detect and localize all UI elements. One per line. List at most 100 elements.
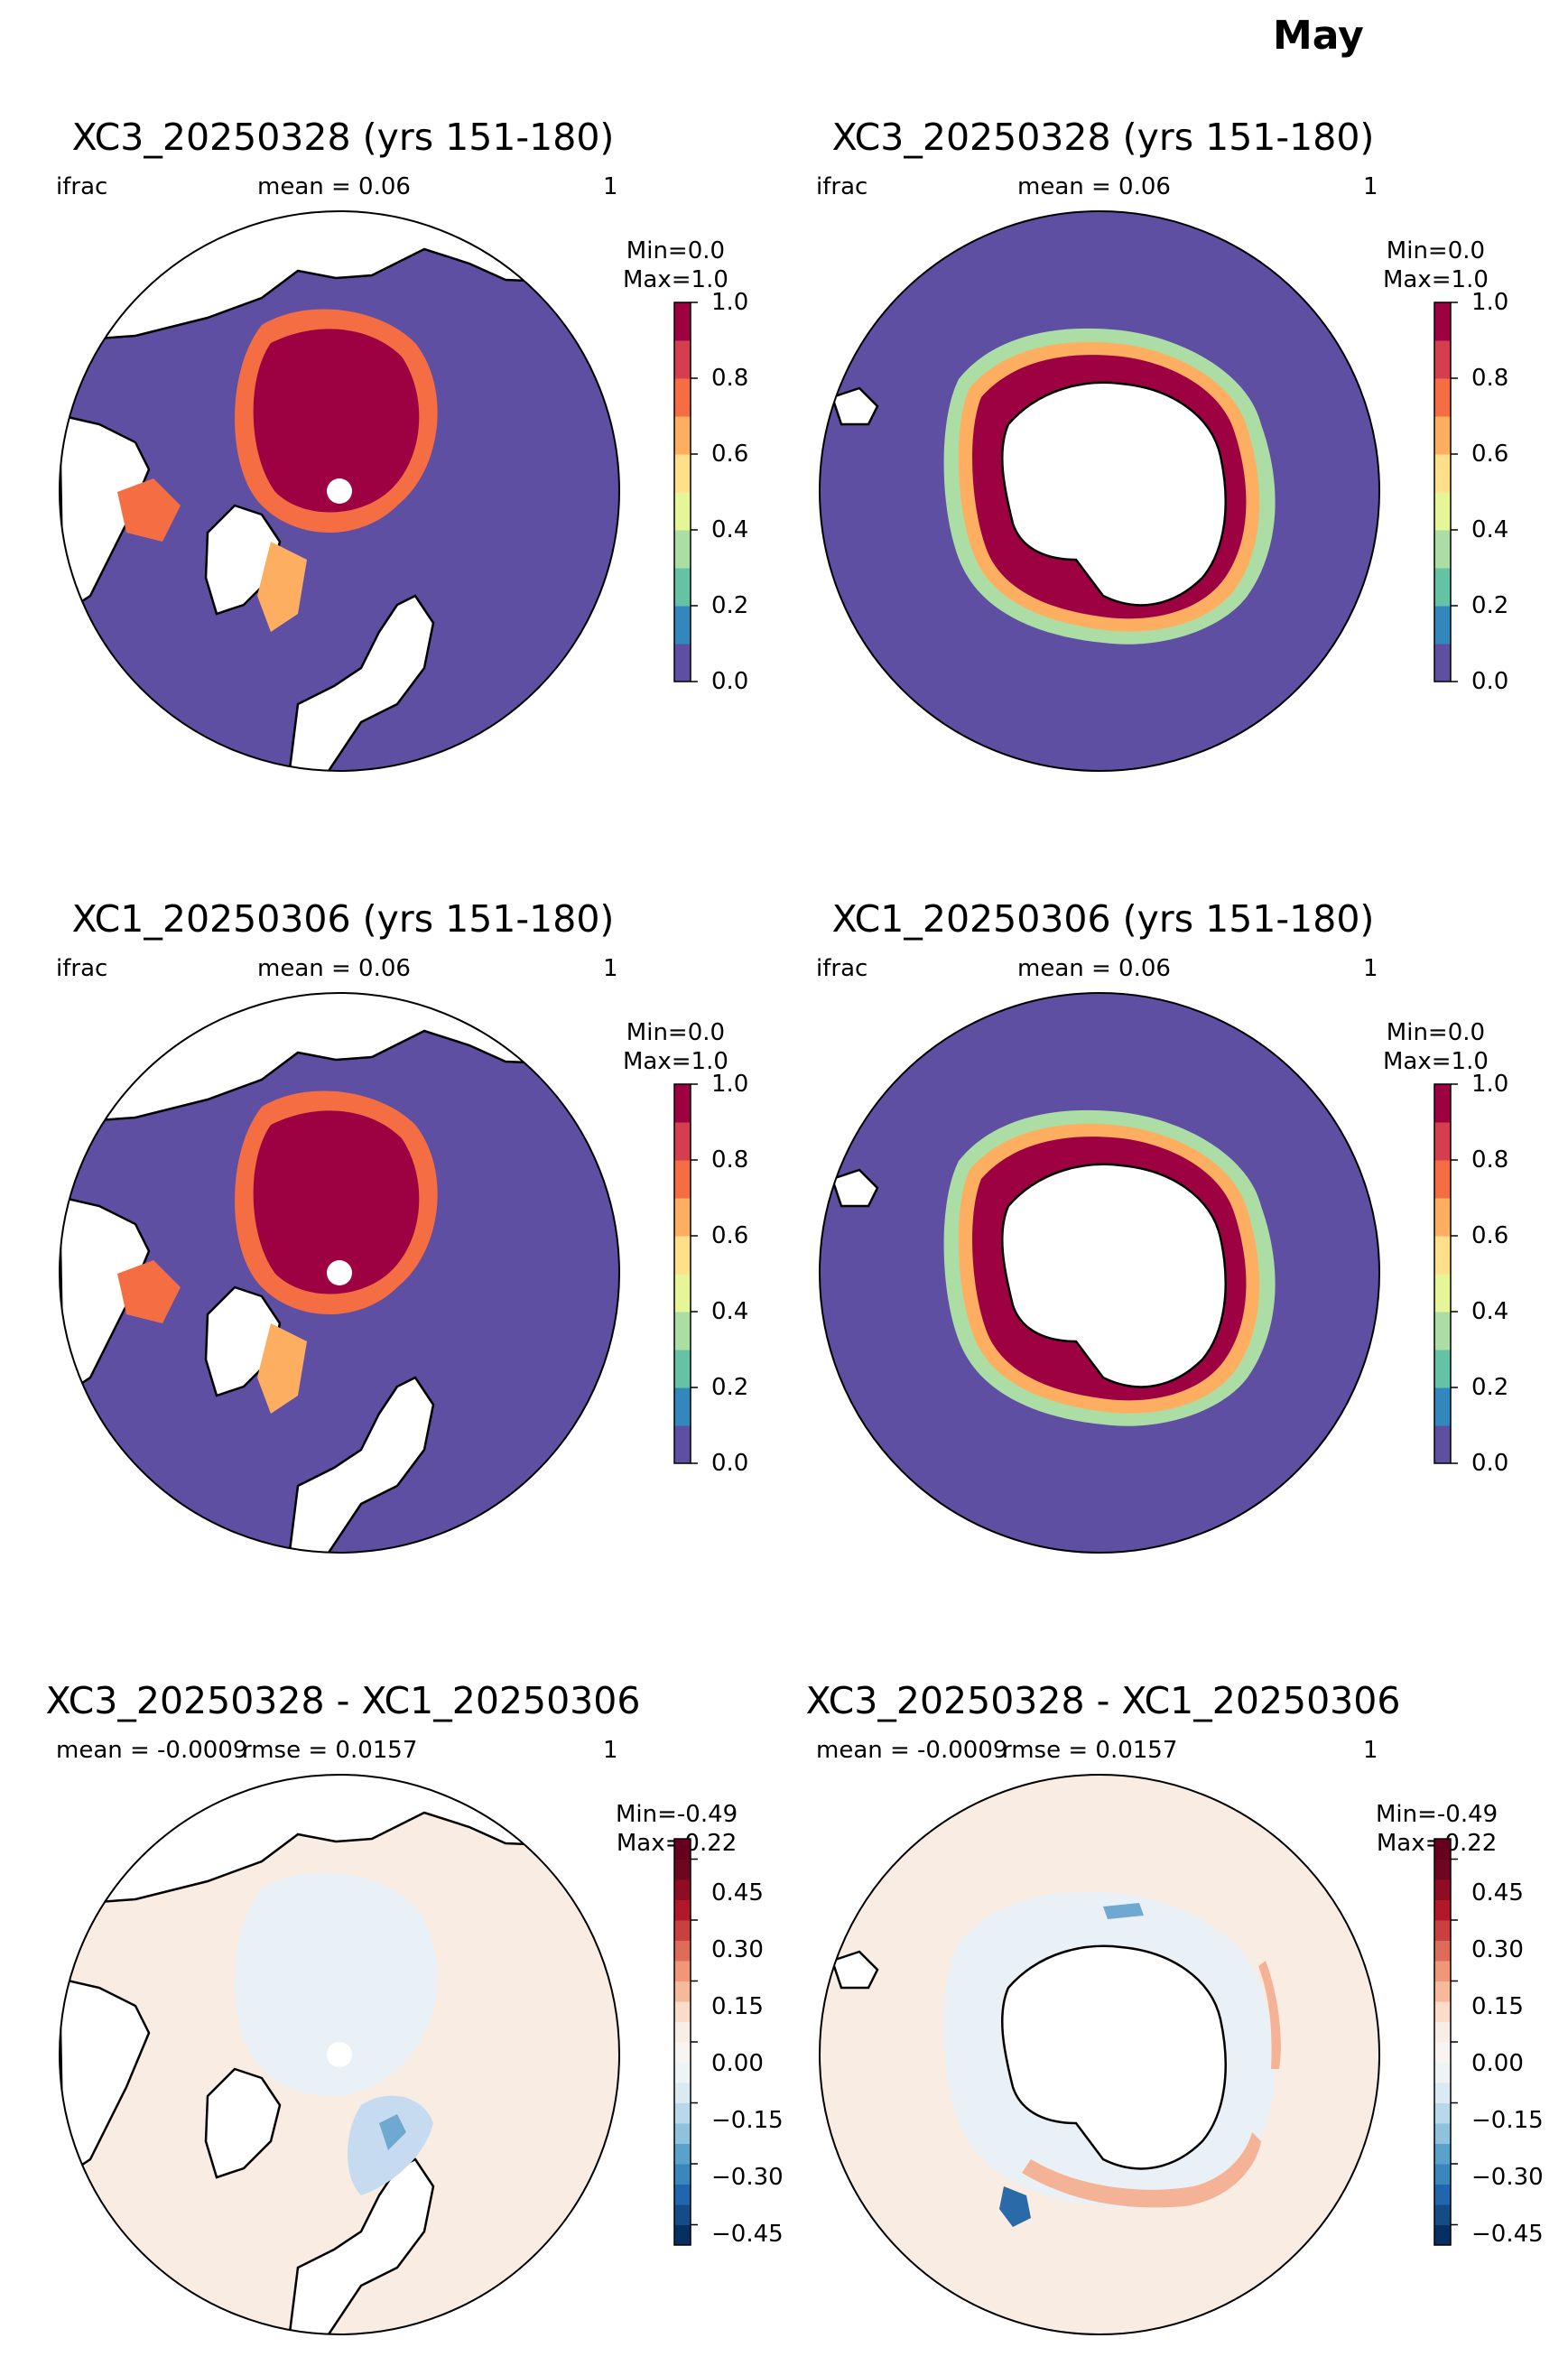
colorbar-title: Min=0.0 Max=1.0 [1383, 237, 1489, 293]
colorbar-level [1434, 530, 1451, 569]
colorbar-level [674, 1387, 691, 1426]
colorbar-level [1434, 1425, 1451, 1464]
polar-map-north [59, 992, 620, 1554]
colorbar [1433, 302, 1458, 682]
colorbar-tick-label: 0.4 [1471, 516, 1509, 543]
colorbar-level [1434, 2224, 1451, 2246]
variable-label: ifrac [56, 173, 108, 200]
colorbar-level [674, 1859, 691, 1880]
colorbar-level [674, 1879, 691, 1900]
colorbar-level [674, 606, 691, 645]
colorbar-tick-label: 0.2 [1471, 592, 1509, 619]
colorbar-tick-label: 0.6 [1471, 1222, 1509, 1249]
month-index-label: 1 [603, 1737, 618, 1764]
colorbar-tick-label: 0.4 [711, 1298, 749, 1325]
colorbar-level [1434, 568, 1451, 607]
colorbar-tick-label: 0.0 [1471, 1450, 1509, 1477]
colorbar-level [1434, 1920, 1451, 1941]
colorbar-level [1434, 2184, 1451, 2205]
colorbar-tick-label: 0.2 [1471, 1374, 1509, 1401]
colorbar-level [1434, 1899, 1451, 1921]
panel-south-diff: XC3_20250328 - XC1_20250306 mean = -0.00… [760, 1563, 1544, 2340]
colorbar-level [1434, 2021, 1451, 2043]
colorbar-level [1434, 2062, 1451, 2083]
colorbar-level [674, 2184, 691, 2205]
colorbar-tick-label: 0.00 [1471, 2050, 1524, 2077]
month-index-label: 1 [1363, 173, 1378, 200]
colorbar-level [674, 378, 691, 417]
colorbar-level [1434, 340, 1451, 379]
colorbar [673, 1083, 698, 1464]
colorbar-level [674, 1122, 691, 1161]
colorbar-level [674, 340, 691, 379]
colorbar-frame [1433, 1083, 1452, 1464]
month-index-label: 1 [1363, 1737, 1378, 1764]
variable-label: ifrac [816, 173, 868, 200]
colorbar-level [674, 644, 691, 682]
polar-map-north [59, 1774, 620, 2335]
colorbar-tick-label: 0.30 [711, 1936, 764, 1963]
panel-title: XC3_20250328 (yrs 151-180) [831, 116, 1375, 159]
colorbar-level [674, 2021, 691, 2043]
colorbar-level [1434, 1387, 1451, 1426]
colorbar-level [1434, 1859, 1451, 1880]
colorbar-level [1434, 606, 1451, 645]
mean-label: mean = 0.06 [1017, 173, 1171, 200]
colorbar-level [1434, 1312, 1451, 1350]
panel-title: XC1_20250306 (yrs 151-180) [831, 897, 1375, 941]
colorbar-level [674, 2224, 691, 2246]
colorbar-level [1434, 1122, 1451, 1161]
colorbar-level [1434, 2204, 1451, 2225]
colorbar-title: Min=0.0 Max=1.0 [623, 1019, 728, 1075]
colorbar-level [674, 1839, 691, 1860]
colorbar-level [674, 1425, 691, 1464]
colorbar-level [674, 2102, 691, 2124]
colorbar-tick-label: −0.30 [711, 2164, 784, 2191]
colorbar-level [1434, 302, 1451, 341]
variable-label: ifrac [56, 955, 108, 982]
colorbar-tick-label: 0.0 [711, 668, 749, 695]
colorbar-level [674, 1961, 691, 1981]
colorbar-level [674, 568, 691, 607]
panel-title: XC3_20250328 - XC1_20250306 [45, 1679, 641, 1722]
panel-south-xc3: XC3_20250328 (yrs 151-180) ifrac mean = … [760, 0, 1544, 776]
colorbar-tick-label: 0.45 [711, 1879, 764, 1907]
colorbar [1433, 1083, 1458, 1464]
colorbar-tick-label: 0.2 [711, 592, 749, 619]
colorbar-level [1434, 1274, 1451, 1313]
mean-label: mean = 0.06 [257, 173, 411, 200]
polar-map-north [59, 210, 620, 772]
colorbar-level [674, 1350, 691, 1388]
colorbar-level [1434, 378, 1451, 417]
colorbar-frame [673, 1083, 691, 1464]
panel-title: XC3_20250328 (yrs 151-180) [71, 116, 615, 159]
colorbar-tick-label: 0.6 [711, 441, 749, 468]
colorbar-level [1434, 1961, 1451, 1981]
panel-north-xc3: XC3_20250328 (yrs 151-180) ifrac mean = … [0, 0, 784, 776]
colorbar-tick-label: 0.45 [1471, 1879, 1524, 1907]
colorbar [673, 1838, 698, 2246]
colorbar-tick-label: 0.0 [1471, 668, 1509, 695]
month-index-label: 1 [1363, 955, 1378, 982]
colorbar-title: Min=0.0 Max=1.0 [623, 237, 728, 293]
colorbar-tick-label: −0.45 [711, 2221, 784, 2248]
colorbar-tick-label: 0.30 [1471, 1936, 1524, 1963]
colorbar-level [674, 454, 691, 493]
colorbar-tick-label: 0.8 [1471, 365, 1509, 392]
colorbar-level [674, 1940, 691, 1962]
colorbar-level [674, 1084, 691, 1123]
polar-map-south [819, 210, 1380, 772]
colorbar-tick-label: 0.8 [711, 1146, 749, 1174]
colorbar-tick-label: 0.00 [711, 2050, 764, 2077]
month-index-label: 1 [603, 173, 618, 200]
rmse-label: rmse = 0.0157 [1002, 1737, 1178, 1764]
colorbar-title: Min=0.0 Max=1.0 [1383, 1019, 1489, 1075]
month-index-label: 1 [603, 955, 618, 982]
colorbar-frame [673, 302, 691, 682]
colorbar-level [1434, 2123, 1451, 2144]
colorbar [1433, 1838, 1458, 2246]
colorbar-level [1434, 1350, 1451, 1388]
colorbar-level [674, 1920, 691, 1941]
colorbar-level [674, 1274, 691, 1313]
colorbar-level [674, 1198, 691, 1237]
